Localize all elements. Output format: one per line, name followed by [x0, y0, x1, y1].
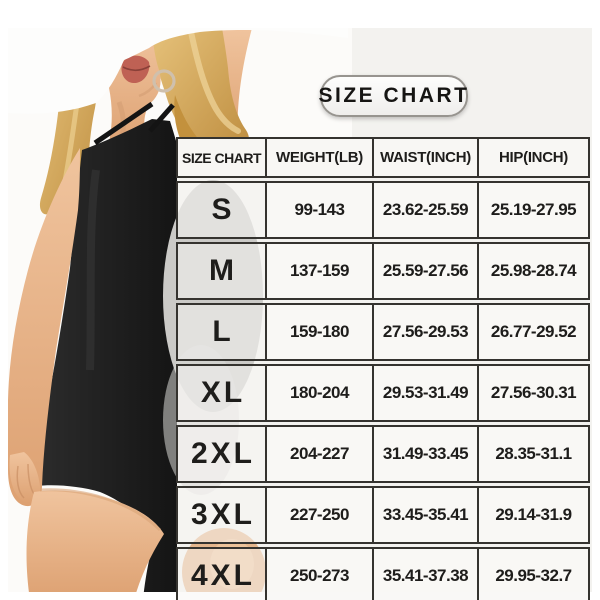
size-cell: M [178, 244, 267, 298]
size-table: SIZE CHART WEIGHT(LB) WAIST(INCH) HIP(IN… [176, 137, 590, 600]
waist-cell: 31.49-33.45 [374, 427, 479, 481]
frame-left [0, 0, 8, 600]
weight-cell: 180-204 [267, 366, 374, 420]
frame-right [592, 0, 600, 600]
hip-cell: 27.56-30.31 [479, 366, 588, 420]
weight-cell: 159-180 [267, 305, 374, 359]
size-cell: XL [178, 366, 267, 420]
weight-cell: 227-250 [267, 488, 374, 542]
header-cell-weight: WEIGHT(LB) [267, 139, 374, 176]
size-chart-badge: SIZE CHART [318, 75, 470, 117]
front-thigh [26, 490, 164, 600]
hip-cell: 29.95-32.7 [479, 549, 588, 600]
size-chart-badge-label: SIZE CHART [318, 84, 470, 107]
hip-cell: 25.98-28.74 [479, 244, 588, 298]
lips [121, 55, 150, 84]
bodysuit-strap-2 [148, 103, 175, 133]
hair-highlight [188, 29, 241, 134]
hip-cell: 28.35-31.1 [479, 427, 588, 481]
waist-cell: 33.45-35.41 [374, 488, 479, 542]
header-cell-waist: WAIST(INCH) [374, 139, 479, 176]
size-cell: S [178, 183, 267, 237]
table-row-3xl: 3XL 227-250 33.45-35.41 29.14-31.9 [176, 486, 590, 544]
size-cell: L [178, 305, 267, 359]
leg-opening-seam [39, 488, 162, 532]
hip-cell: 29.14-31.9 [479, 488, 588, 542]
hoop-earring [152, 69, 176, 93]
hair-right [146, 28, 250, 161]
bodysuit-sheen [86, 169, 100, 371]
weight-cell: 99-143 [267, 183, 374, 237]
hanging-arm [8, 148, 80, 507]
weight-cell: 204-227 [267, 427, 374, 481]
hip-cell: 25.19-27.95 [479, 183, 588, 237]
weight-cell: 250-273 [267, 549, 374, 600]
table-row-m: M 137-159 25.59-27.56 25.98-28.74 [176, 242, 590, 300]
white-overlay [8, 28, 348, 114]
waist-cell: 35.41-37.38 [374, 549, 479, 600]
size-cell: 2XL [178, 427, 267, 481]
waist-cell: 27.56-29.53 [374, 305, 479, 359]
weight-cell: 137-159 [267, 244, 374, 298]
table-row-2xl: 2XL 204-227 31.49-33.45 28.35-31.1 [176, 425, 590, 483]
mouth-line [122, 65, 151, 72]
waist-cell: 23.62-25.59 [374, 183, 479, 237]
table-header-row: SIZE CHART WEIGHT(LB) WAIST(INCH) HIP(IN… [176, 137, 590, 178]
table-row-4xl: 4XL 250-273 35.41-37.38 29.95-32.7 [176, 547, 590, 600]
size-cell: 3XL [178, 488, 267, 542]
waist-cell: 25.59-27.56 [374, 244, 479, 298]
header-cell-size: SIZE CHART [178, 139, 267, 176]
hip-cell: 26.77-29.52 [479, 305, 588, 359]
size-cell: 4XL [178, 549, 267, 600]
finger-lines [16, 463, 35, 499]
bodysuit-strap [93, 101, 154, 146]
waist-cell: 29.53-31.49 [374, 366, 479, 420]
table-row-l: L 159-180 27.56-29.53 26.77-29.52 [176, 303, 590, 361]
table-row-s: S 99-143 23.62-25.59 25.19-27.95 [176, 181, 590, 239]
frame-top [0, 0, 600, 28]
table-row-xl: XL 180-204 29.53-31.49 27.56-30.31 [176, 364, 590, 422]
header-cell-hip: HIP(INCH) [479, 139, 588, 176]
